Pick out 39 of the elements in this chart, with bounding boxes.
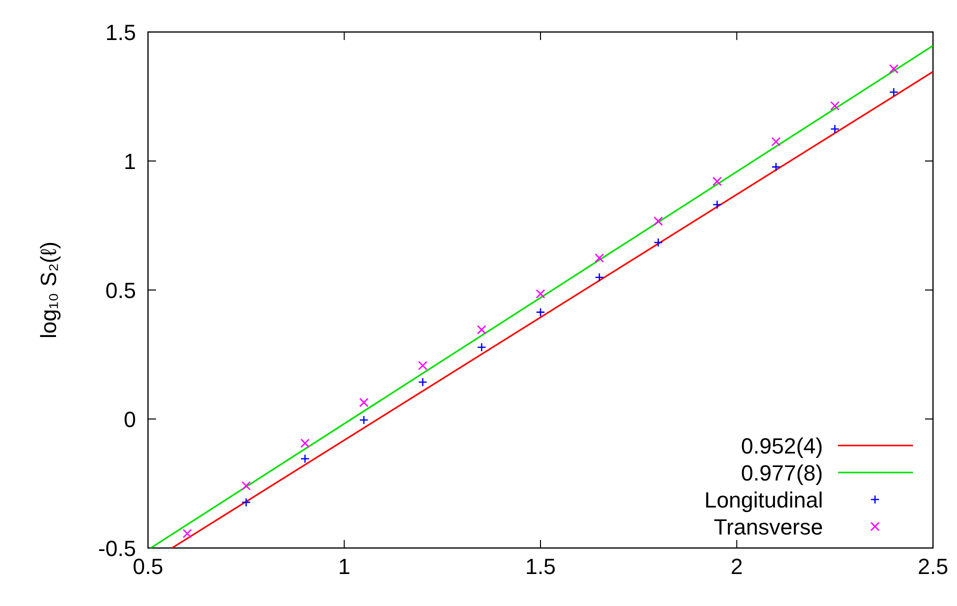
point xyxy=(359,415,369,425)
point xyxy=(594,253,604,263)
point xyxy=(771,162,781,172)
point xyxy=(418,377,428,387)
point xyxy=(771,137,781,146)
y-tick-label: 1 xyxy=(124,149,136,174)
point xyxy=(300,454,310,464)
point xyxy=(182,528,192,538)
point xyxy=(536,289,546,299)
y-axis-title: log₁₀ S₂(ℓ) xyxy=(36,241,61,339)
point xyxy=(476,325,486,334)
x-tick-label: 1.5 xyxy=(525,554,556,579)
point xyxy=(830,101,840,110)
legend-label: Transverse xyxy=(714,514,823,540)
point xyxy=(712,200,722,210)
y-tick-label: 1.5 xyxy=(105,20,136,45)
point xyxy=(359,398,369,408)
point xyxy=(241,498,251,507)
legend-label: Longitudinal xyxy=(704,488,823,512)
point xyxy=(536,308,546,317)
point xyxy=(889,64,898,74)
legend-label: 0.977(8) xyxy=(741,460,823,486)
x-tick-label: 1 xyxy=(338,554,350,579)
point xyxy=(418,360,428,370)
point xyxy=(594,272,604,282)
point xyxy=(712,176,722,186)
legend-label: 0.952(4) xyxy=(741,434,823,458)
point xyxy=(300,438,310,448)
point xyxy=(830,124,840,134)
y-tick-label: 0.5 xyxy=(105,278,136,303)
point xyxy=(476,342,486,352)
y-tick-label: 0 xyxy=(124,407,136,432)
point xyxy=(654,238,663,248)
x-tick-label: 2.5 xyxy=(918,554,948,579)
point xyxy=(654,216,663,226)
y-tick-label: -0.5 xyxy=(98,536,136,561)
point xyxy=(889,87,898,97)
point xyxy=(241,481,251,490)
x-tick-label: 2 xyxy=(730,554,743,579)
